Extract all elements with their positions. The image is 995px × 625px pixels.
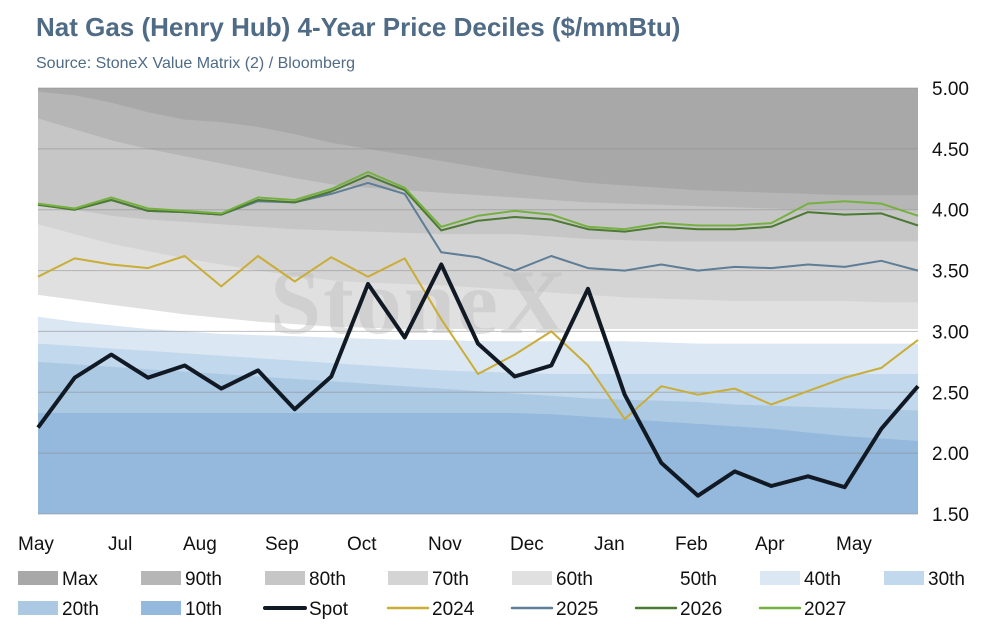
x-tick-label: Jul — [108, 534, 132, 555]
gridlines — [38, 87, 918, 515]
y-tick-label: 1.50 — [932, 505, 969, 526]
legend-label: 60th — [556, 569, 593, 590]
legend-swatch-80th — [265, 571, 305, 585]
legend-label: 10th — [185, 599, 222, 620]
y-tick-label: 2.00 — [932, 444, 969, 465]
series-line-2026 — [37, 174, 919, 233]
x-tick-label: Aug — [183, 534, 217, 555]
legend-label: 50th — [680, 569, 717, 590]
legend-label: 2025 — [556, 599, 598, 620]
y-tick-label: 2.50 — [932, 383, 969, 404]
x-tick-label: Sep — [265, 534, 299, 555]
legend-swatch-60th — [512, 571, 552, 585]
legend-label: 80th — [309, 569, 346, 590]
y-tick-label: 4.00 — [932, 201, 969, 222]
legend-swatch-30th — [884, 571, 924, 585]
legend-label: 2026 — [680, 599, 722, 620]
legend-swatch-max — [18, 571, 58, 585]
legend-label: 70th — [432, 569, 469, 590]
series-lines — [36, 171, 920, 498]
legend-swatch-40th — [760, 571, 800, 585]
legend-label: 2027 — [804, 599, 846, 620]
y-tick-label: 4.50 — [932, 140, 969, 161]
series-line-2024 — [37, 255, 919, 421]
legend-label: Spot — [309, 599, 349, 620]
x-tick-label: Jan — [594, 534, 625, 555]
series-line-2027 — [37, 171, 919, 231]
legend-label: 40th — [804, 569, 841, 590]
x-tick-label: Apr — [755, 534, 785, 555]
band-10th — [38, 413, 918, 514]
series-line-spot — [36, 262, 920, 498]
chart-subtitle: Source: StoneX Value Matrix (2) / Bloomb… — [36, 55, 355, 72]
y-tick-label: 3.00 — [932, 322, 969, 343]
decile-bands — [38, 88, 918, 515]
y-tick-label: 5.00 — [932, 79, 969, 100]
legend-swatch-70th — [388, 571, 428, 585]
x-tick-label: Dec — [510, 534, 544, 555]
y-axis: 5.00 4.50 4.00 3.50 3.00 2.50 2.00 1.50 — [932, 79, 969, 526]
legend: Max 90th 80th 70th 60th 50th 40th 30th 20th 10th S… — [18, 569, 965, 620]
x-axis: May Jul Aug Sep Oct Nov Dec Jan Feb Apr May — [18, 534, 872, 555]
legend-label: 2024 — [432, 599, 475, 620]
x-tick-label: Oct — [347, 534, 377, 555]
legend-label: 20th — [62, 599, 99, 620]
y-tick-label: 3.50 — [932, 262, 969, 283]
legend-label: 90th — [185, 569, 222, 590]
x-tick-label: Nov — [428, 534, 462, 555]
x-tick-label: May — [836, 534, 872, 555]
legend-swatch-90th — [141, 571, 181, 585]
x-tick-label: Feb — [675, 534, 708, 555]
legend-swatch-10th — [141, 601, 181, 615]
chart-title: Nat Gas (Henry Hub) 4-Year Price Deciles… — [36, 12, 681, 42]
watermark: StoneX — [270, 251, 568, 353]
legend-label: Max — [62, 569, 98, 590]
legend-label: 30th — [928, 569, 965, 590]
legend-swatch-20th — [18, 601, 58, 615]
x-tick-label: May — [18, 534, 54, 555]
